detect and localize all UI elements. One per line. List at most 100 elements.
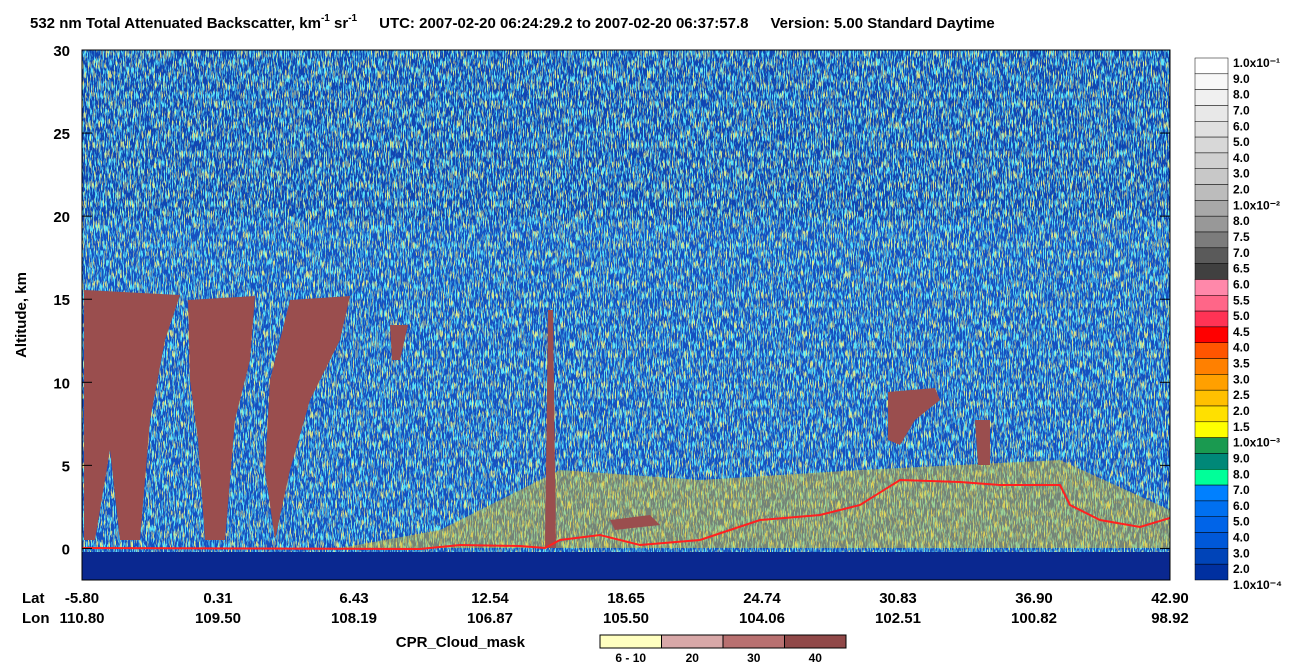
colorbar-label: 8.0 — [1233, 467, 1250, 481]
colorbar-label: 7.0 — [1233, 483, 1250, 497]
colorbar-label: 2.0 — [1233, 183, 1250, 197]
cloud-mask-label: 6 - 10 — [615, 651, 646, 665]
colorbar-label: 4.0 — [1233, 531, 1250, 545]
lon-label: 110.80 — [59, 610, 104, 627]
colorbar-box — [1194, 437, 1229, 454]
lon-label: 100.82 — [1011, 610, 1057, 627]
colorbar-box — [1194, 263, 1229, 280]
colorbar-box — [1194, 358, 1229, 375]
lat-label: 30.83 — [879, 590, 917, 607]
y-tick-label: 25 — [53, 126, 70, 143]
colorbar-label: 5.0 — [1233, 135, 1250, 149]
plot-image — [82, 50, 1170, 580]
colorbar-box — [1194, 89, 1229, 106]
colorbar-box — [1194, 563, 1229, 581]
colorbar-label: 6.0 — [1233, 119, 1250, 133]
title-unit: sr — [330, 15, 349, 32]
plot-frame — [81, 49, 1171, 581]
lon-label: 106.87 — [467, 610, 513, 627]
cloud-mask-label: 20 — [686, 651, 700, 665]
colorbar-box — [1194, 374, 1229, 391]
x-row-label: Lon — [22, 610, 50, 627]
cloud-mask-box — [722, 634, 785, 649]
y-tick-label: 10 — [53, 375, 70, 392]
colorbar-label: 1.0x10⁻¹ — [1233, 56, 1280, 70]
lon-label: 98.92 — [1151, 610, 1189, 627]
colorbar-label: 6.0 — [1233, 499, 1250, 513]
colorbar-label: 1.0x10⁻⁴ — [1233, 578, 1282, 592]
colorbar-box — [1194, 405, 1229, 423]
colorbar-box — [1194, 279, 1229, 296]
colorbar-label: 4.0 — [1233, 341, 1250, 355]
colorbar-label: 9.0 — [1233, 451, 1250, 465]
cloud-mask-label: 30 — [747, 651, 761, 665]
colorbar-label: 6.5 — [1233, 262, 1250, 276]
colorbar-box — [1194, 136, 1229, 154]
title-version: Version: 5.00 Standard Daytime — [771, 15, 995, 32]
cloud-shapes — [84, 290, 990, 548]
colorbar-box — [1194, 500, 1229, 517]
colorbar-label: 5.0 — [1233, 515, 1250, 529]
y-axis-label: Altitude, km — [13, 272, 30, 358]
colorbar-box — [1194, 453, 1229, 470]
colorbar-label: 6.0 — [1233, 277, 1250, 291]
colorbar-box — [1194, 342, 1229, 359]
colorbar-box — [1194, 247, 1229, 264]
colorbar-box — [1194, 152, 1229, 169]
colorbar-box — [1194, 121, 1229, 138]
title-product: 532 nm Total Attenuated Backscatter, km — [30, 15, 321, 32]
colorbar-box — [1194, 215, 1229, 233]
noise — [82, 50, 1170, 580]
colorbar-box — [1194, 57, 1229, 75]
colorbar-box — [1194, 310, 1229, 328]
subsurface — [82, 552, 1170, 580]
colorbar-box — [1194, 469, 1229, 486]
y-tick-label: 30 — [53, 43, 70, 60]
colorbar-box — [1194, 295, 1229, 312]
lat-label: 42.90 — [1151, 590, 1189, 607]
y-tick-label: 15 — [53, 292, 70, 309]
colorbar-label: 1.0x10⁻³ — [1233, 436, 1280, 450]
cloud-mask-label: 40 — [809, 651, 823, 665]
colorbar-box — [1194, 105, 1229, 122]
colorbar-label: 3.0 — [1233, 372, 1250, 386]
cloud-mask-box — [661, 634, 724, 649]
colorbar-label: 3.0 — [1233, 546, 1250, 560]
lon-label: 104.06 — [739, 610, 785, 627]
colorbar-label: 7.5 — [1233, 230, 1250, 244]
colorbar-label: 1.0x10⁻² — [1233, 198, 1280, 212]
cloud-mask-box — [599, 634, 662, 649]
lon-label: 108.19 — [331, 610, 377, 627]
colorbar-label: 4.5 — [1233, 325, 1250, 339]
colorbar-box — [1194, 73, 1229, 90]
colorbar-box — [1194, 184, 1229, 201]
colorbar-label: 4.0 — [1233, 151, 1250, 165]
lat-label: 12.54 — [471, 590, 509, 607]
colorbar-label: 9.0 — [1233, 72, 1250, 86]
y-tick-label: 20 — [53, 209, 70, 226]
colorbar-label: 8.0 — [1233, 88, 1250, 102]
colorbar-box — [1194, 200, 1229, 217]
cloud-mask-box — [784, 634, 847, 649]
colorbar-box — [1194, 484, 1229, 502]
colorbar-label: 3.0 — [1233, 167, 1250, 181]
colorbar-label: 1.5 — [1233, 420, 1250, 434]
lat-label: 6.43 — [339, 590, 368, 607]
lat-label: 24.74 — [743, 590, 781, 607]
colorbar-label: 5.0 — [1233, 309, 1250, 323]
lat-label: 36.90 — [1015, 590, 1053, 607]
colorbar-box — [1194, 389, 1229, 407]
y-tick-label: 5 — [62, 458, 70, 475]
colorbar-label: 7.0 — [1233, 103, 1250, 117]
title-exp: -1 — [321, 13, 330, 24]
colorbar-label: 8.0 — [1233, 214, 1250, 228]
colorbar-label: 5.5 — [1233, 293, 1250, 307]
colorbar-box — [1194, 532, 1229, 549]
colorbar-box — [1194, 548, 1229, 565]
colorbar-label: 3.5 — [1233, 357, 1250, 371]
lat-label: -5.80 — [65, 590, 99, 607]
chart-title: 532 nm Total Attenuated Backscatter, km-… — [30, 13, 995, 32]
surface-line — [82, 478, 1170, 551]
colorbar-box — [1194, 326, 1229, 343]
